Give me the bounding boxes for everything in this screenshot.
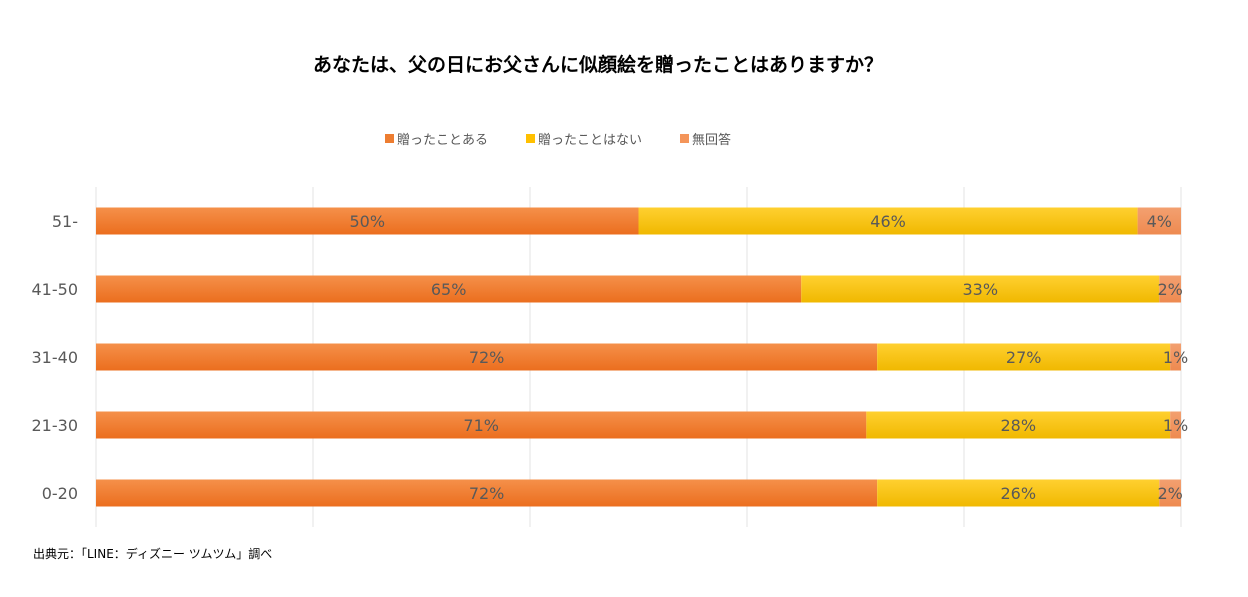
data-label: 72%	[469, 348, 505, 367]
data-label: 28%	[1000, 416, 1036, 435]
bar-segment	[96, 479, 878, 507]
data-label: 4%	[1147, 212, 1172, 231]
legend-item: 贈ったことある	[385, 129, 488, 148]
legend: 贈ったことある 贈ったことはない 無回答	[385, 129, 731, 148]
category-label: 31-40	[32, 348, 79, 367]
bar-segment	[1170, 411, 1181, 439]
legend-item: 無回答	[680, 129, 731, 148]
data-label: 1%	[1163, 416, 1188, 435]
data-label: 72%	[469, 484, 505, 503]
data-label: 71%	[463, 416, 499, 435]
bar-segment	[638, 207, 1138, 235]
data-label: 65%	[431, 280, 467, 299]
data-label: 50%	[349, 212, 385, 231]
bar-segment	[96, 343, 878, 371]
category-label: 51-	[52, 212, 78, 231]
legend-swatch	[526, 134, 536, 143]
bar-segment	[1159, 479, 1181, 507]
bar-segment	[877, 479, 1160, 507]
data-label: 33%	[962, 280, 998, 299]
data-label: 46%	[870, 212, 906, 231]
bar-segment	[96, 275, 802, 303]
category-label: 21-30	[32, 416, 79, 435]
bar-segment	[877, 343, 1171, 371]
bar-segment	[866, 411, 1171, 439]
bar-segment	[96, 207, 639, 235]
legend-label: 無回答	[692, 133, 732, 148]
legend-swatch	[680, 134, 690, 143]
chart-title: あなたは、父の日にお父さんに似顔絵を贈ったことはありますか？	[312, 54, 883, 76]
data-label: 2%	[1157, 484, 1182, 503]
legend-swatch	[385, 134, 394, 143]
bar-segment	[1159, 275, 1181, 303]
category-label: 41-50	[32, 280, 79, 299]
bar-segment	[801, 275, 1160, 303]
source-note: 出典元：「LINE：ディズニー ツムツム」調べ	[33, 547, 273, 561]
data-label: 27%	[1006, 348, 1042, 367]
bar-segment	[96, 411, 867, 439]
bar-segment	[1170, 343, 1181, 371]
data-label: 2%	[1157, 280, 1182, 299]
legend-item: 贈ったことはない	[526, 129, 642, 148]
category-label: 0-20	[42, 484, 78, 503]
data-label: 1%	[1163, 348, 1188, 367]
legend-label: 贈ったことはない	[538, 133, 643, 148]
data-label: 26%	[1000, 484, 1036, 503]
bar-segment	[1137, 207, 1181, 235]
legend-label: 贈ったことある	[397, 133, 489, 148]
